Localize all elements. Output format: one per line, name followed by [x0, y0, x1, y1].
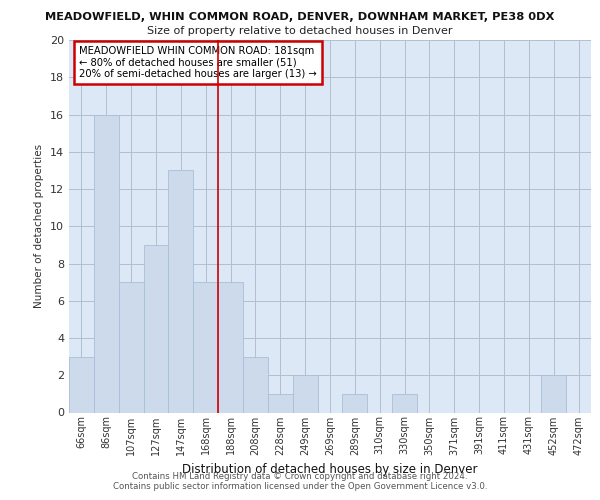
Bar	[392, 394, 417, 412]
Bar	[94, 114, 119, 412]
Bar	[343, 394, 367, 412]
X-axis label: Distribution of detached houses by size in Denver: Distribution of detached houses by size …	[182, 463, 478, 476]
Text: Contains HM Land Registry data © Crown copyright and database right 2024.: Contains HM Land Registry data © Crown c…	[132, 472, 468, 481]
Text: MEADOWFIELD WHIN COMMON ROAD: 181sqm
← 80% of detached houses are smaller (51)
2: MEADOWFIELD WHIN COMMON ROAD: 181sqm ← 8…	[79, 46, 317, 79]
Bar	[193, 282, 218, 412]
Text: Contains public sector information licensed under the Open Government Licence v3: Contains public sector information licen…	[113, 482, 487, 491]
Bar	[69, 356, 94, 412]
Y-axis label: Number of detached properties: Number of detached properties	[34, 144, 44, 308]
Text: MEADOWFIELD, WHIN COMMON ROAD, DENVER, DOWNHAM MARKET, PE38 0DX: MEADOWFIELD, WHIN COMMON ROAD, DENVER, D…	[46, 12, 554, 22]
Bar	[268, 394, 293, 412]
Bar	[541, 375, 566, 412]
Bar	[119, 282, 143, 412]
Bar	[169, 170, 193, 412]
Bar	[143, 245, 169, 412]
Bar	[218, 282, 243, 412]
Bar	[243, 356, 268, 412]
Text: Size of property relative to detached houses in Denver: Size of property relative to detached ho…	[147, 26, 453, 36]
Bar	[293, 375, 317, 412]
